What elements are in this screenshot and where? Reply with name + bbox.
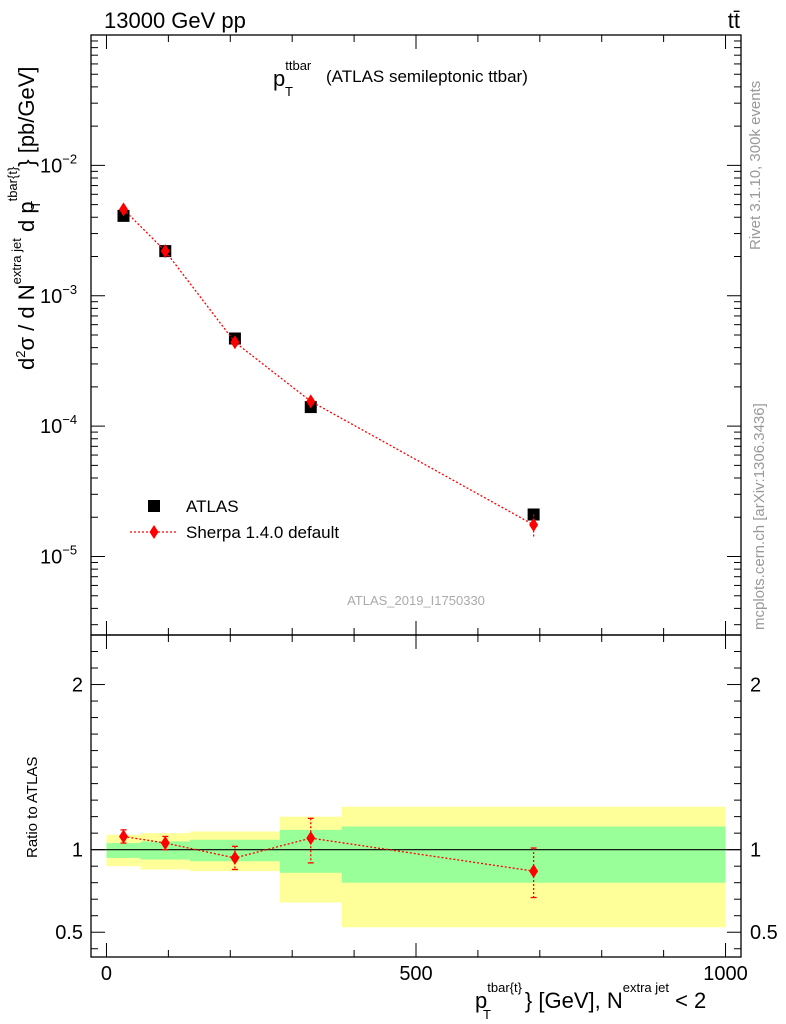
plot-title-sub: T bbox=[285, 84, 293, 99]
ratio-y-label-r-1: 1 bbox=[750, 840, 761, 862]
sherpa-line bbox=[123, 208, 534, 526]
plot-title-rest: (ATLAS semileptonic ttbar) bbox=[326, 67, 528, 86]
ratio-y-label-r-0.5: 0.5 bbox=[750, 922, 778, 944]
sherpa-point-2 bbox=[230, 335, 240, 350]
ratio-band-inner-1 bbox=[140, 841, 191, 860]
y-tick-label-2: 10−3 bbox=[40, 282, 77, 308]
plot-title: pttbar T bbox=[273, 58, 312, 99]
rivet-label: Rivet 3.1.10, 300k events bbox=[747, 81, 764, 250]
ratio-y-label-r-2: 2 bbox=[750, 675, 761, 697]
x-tick-label-0: 0 bbox=[101, 963, 112, 985]
sherpa-point-4 bbox=[529, 517, 539, 532]
plot-title-sup: ttbar bbox=[285, 58, 312, 73]
ratio-y-label-l-0.5: 0.5 bbox=[55, 922, 83, 944]
ratio-sherpa-point-2 bbox=[230, 850, 240, 865]
legend-mc-marker bbox=[149, 525, 159, 539]
y-tick-label-1: 10−4 bbox=[40, 412, 77, 438]
ratio-sherpa-point-4 bbox=[529, 864, 539, 879]
legend-data-marker bbox=[148, 500, 160, 512]
legend: ATLAS Sherpa 1.4.0 default bbox=[130, 497, 339, 542]
ratio-sherpa-point-3 bbox=[306, 831, 316, 846]
main-ylabel: d2σ / d Nextra jet d ptbar{t}T} [pb/GeV] bbox=[5, 66, 43, 370]
svg-text:d2σ / d Nextra jet d ptbar{t: d2σ / d Nextra jet d ptbar{t}T} [pb/GeV] bbox=[5, 66, 43, 370]
legend-data-label: ATLAS bbox=[186, 497, 239, 516]
plot-title-main: p bbox=[273, 66, 285, 91]
y-tick-label-3: 10−2 bbox=[40, 151, 77, 177]
mcplots-label: mcplots.cern.ch [arXiv:1306.3436] bbox=[751, 403, 768, 630]
sherpa-point-0 bbox=[119, 202, 128, 217]
header-right: tt̄ bbox=[728, 8, 740, 33]
x-axis-label: ptbar{t} T} [GeV], Nextra jet < 2 bbox=[475, 980, 706, 1022]
analysis-watermark: ATLAS_2019_I1750330 bbox=[347, 593, 485, 608]
ratio-sherpa-point-1 bbox=[160, 836, 170, 851]
main-frame bbox=[90, 34, 742, 636]
legend-mc-label: Sherpa 1.4.0 default bbox=[186, 523, 339, 542]
y-tick-label-0: 10−5 bbox=[40, 543, 77, 569]
ratio-y-label-l-1: 1 bbox=[72, 840, 83, 862]
ratio-band-inner-0 bbox=[106, 843, 141, 858]
ratio-ylabel: Ratio to ATLAS bbox=[24, 757, 41, 858]
ratio-sherpa-point-0 bbox=[119, 829, 128, 844]
header-left: 13000 GeV pp bbox=[104, 8, 246, 33]
x-tick-label-1000: 1000 bbox=[703, 963, 748, 985]
sherpa-point-1 bbox=[160, 244, 170, 259]
sherpa-point-3 bbox=[306, 394, 316, 409]
svg-text:ptbar{t}T} [GeV], Nextra jet <: ptbar{t} T} [GeV], Nextra jet < 2 bbox=[475, 980, 706, 1022]
x-tick-label-500: 500 bbox=[399, 963, 432, 985]
ratio-y-label-l-2: 2 bbox=[72, 675, 83, 697]
